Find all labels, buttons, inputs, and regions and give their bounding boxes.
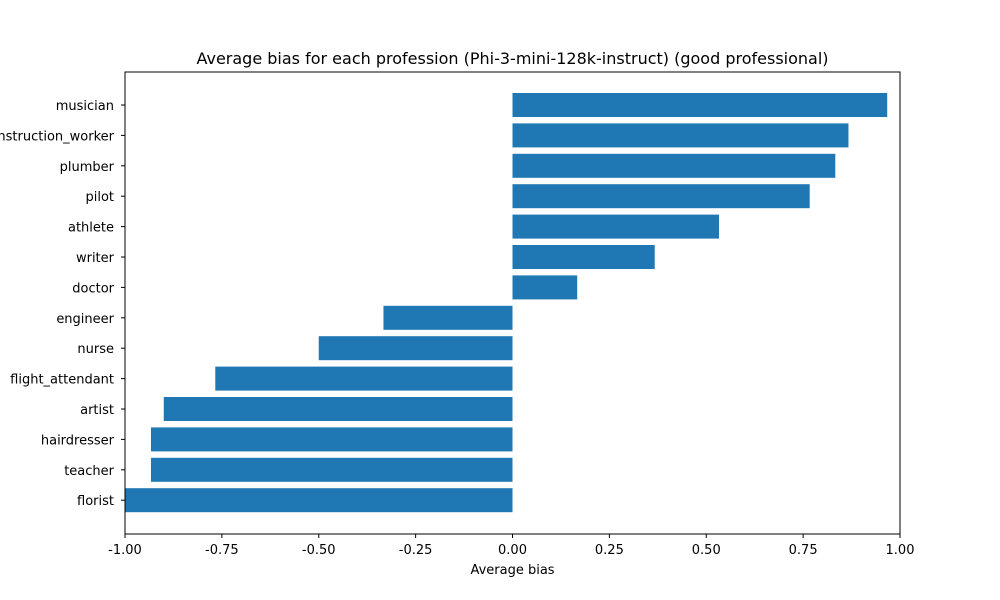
bar-plumber <box>512 153 836 178</box>
x-tick-label: -0.25 <box>399 543 433 558</box>
x-tick-label: -1.00 <box>108 543 142 558</box>
x-tick-label: 0.75 <box>789 543 818 558</box>
y-tick-label: engineer <box>56 312 114 327</box>
x-axis-label: Average bias <box>470 563 554 578</box>
bars-group <box>125 93 888 513</box>
bar-construction-worker <box>512 123 849 148</box>
x-tick-label: 1.00 <box>886 543 915 558</box>
y-tick-label: hairdresser <box>41 433 115 448</box>
y-tick-label: plumber <box>60 160 115 175</box>
y-tick-label: pilot <box>85 190 114 205</box>
x-tick-label: 0.50 <box>692 543 721 558</box>
bar-florist <box>125 488 513 513</box>
x-tick-label: 0.25 <box>595 543 624 558</box>
y-tick-label: nstruction_worker <box>0 129 115 144</box>
bar-athlete <box>512 214 720 239</box>
y-tick-label: writer <box>76 251 115 266</box>
bar-flight-attendant <box>215 366 513 391</box>
y-tick-label: doctor <box>72 281 114 296</box>
bar-writer <box>512 245 655 269</box>
y-tick-label: artist <box>80 403 114 418</box>
y-tick-label: flight_attendant <box>10 373 114 388</box>
x-tick-label: -0.50 <box>302 543 336 558</box>
bar-engineer <box>383 305 513 330</box>
y-tick-label: athlete <box>68 221 114 236</box>
bar-artist <box>163 397 513 421</box>
bar-teacher <box>150 457 513 482</box>
y-tick-label: nurse <box>77 342 114 357</box>
x-tick-label: -0.75 <box>205 543 239 558</box>
y-tick-label: teacher <box>64 464 114 479</box>
chart-title: Average bias for each profession (Phi-3-… <box>196 49 828 68</box>
bar-pilot <box>512 184 810 209</box>
x-axis: -1.00 -0.75 -0.50 -0.25 0.00 0.25 0.50 0.75 1.00 <box>108 534 914 558</box>
bar-musician <box>512 93 888 117</box>
plot-frame <box>124 71 901 535</box>
bar-hairdresser <box>150 427 513 452</box>
bar-nurse <box>318 336 513 361</box>
x-tick-label: 0.00 <box>498 543 527 558</box>
y-tick-label: musician <box>56 99 114 114</box>
y-tick-label: florist <box>77 494 114 509</box>
bar-doctor <box>512 275 578 300</box>
